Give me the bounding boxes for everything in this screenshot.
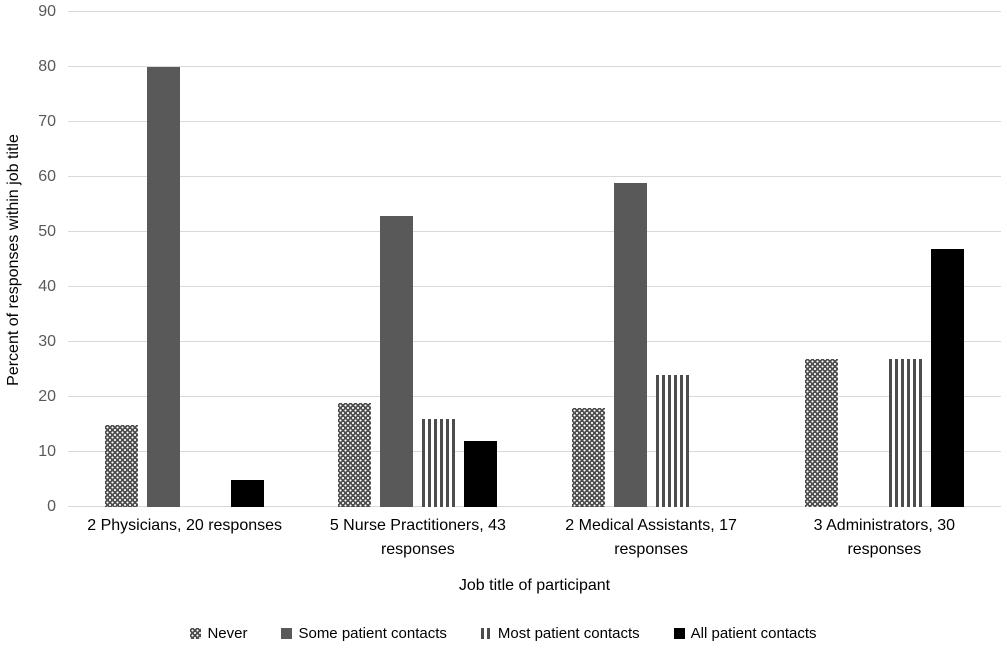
- x-axis-label: 3 Administrators, 30 responses: [813, 517, 956, 558]
- y-tick-label-0: 0: [47, 498, 56, 515]
- bar-never: [338, 402, 372, 507]
- bar-group-4: [768, 12, 1001, 507]
- gridline-70: [68, 121, 1001, 122]
- legend-item-never: Never: [190, 625, 247, 642]
- legend-swatch-icon: [480, 628, 492, 639]
- x-axis-title: Job title of participant: [458, 577, 611, 594]
- gridline-0: [68, 506, 1001, 507]
- gridline-80: [68, 66, 1001, 67]
- x-axis-label: 2 Medical Assistants, 17 responses: [565, 517, 737, 558]
- bar-most-patient-contacts: [888, 358, 922, 507]
- legend-item-all-patient-contacts: All patient contacts: [673, 625, 817, 642]
- bar-all-patient-contacts: [231, 479, 265, 507]
- y-tick-label-60: 60: [38, 168, 56, 185]
- legend-item-most-patient-contacts: Most patient contacts: [480, 625, 640, 642]
- bar-never: [804, 358, 838, 507]
- bar-never: [571, 408, 605, 507]
- y-tick-label-10: 10: [38, 443, 56, 460]
- bar-all-patient-contacts: [930, 248, 964, 507]
- gridline-20: [68, 396, 1001, 397]
- bar-never: [105, 424, 139, 507]
- y-axis-tick-labels: 0 10 20 30 40 50 60 70 80 90: [0, 0, 58, 520]
- bar-most-patient-contacts: [422, 419, 456, 507]
- gridline-60: [68, 176, 1001, 177]
- y-tick-label-40: 40: [38, 278, 56, 295]
- legend-label: Some patient contacts: [298, 625, 447, 642]
- bar-group-1: [68, 12, 301, 507]
- x-axis-label: 2 Physicians, 20 responses: [87, 517, 283, 534]
- bar-groups: [68, 12, 1001, 507]
- y-tick-label-30: 30: [38, 333, 56, 350]
- legend: Never Some patient contacts Most patient c…: [0, 625, 1007, 642]
- y-tick-label-80: 80: [38, 58, 56, 75]
- bar-group-2: [301, 12, 534, 507]
- y-tick-label-90: 90: [38, 3, 56, 20]
- bar-group-3: [535, 12, 768, 507]
- legend-swatch-icon: [190, 628, 202, 639]
- gridline-90: [68, 11, 1001, 12]
- y-tick-label-50: 50: [38, 223, 56, 240]
- y-tick-label-20: 20: [38, 388, 56, 405]
- gridline-30: [68, 341, 1001, 342]
- gridline-40: [68, 286, 1001, 287]
- legend-item-some-patient-contacts: Some patient contacts: [281, 625, 447, 642]
- legend-label: Most patient contacts: [497, 625, 640, 642]
- bar-some-patient-contacts: [380, 215, 414, 507]
- gridline-50: [68, 231, 1001, 232]
- gridline-10: [68, 451, 1001, 452]
- legend-swatch-icon: [281, 628, 293, 639]
- legend-label: All patient contacts: [690, 625, 817, 642]
- legend-swatch-icon: [673, 628, 685, 639]
- bar-some-patient-contacts: [147, 67, 181, 507]
- y-tick-label-70: 70: [38, 113, 56, 130]
- legend-label: Never: [207, 625, 248, 642]
- bar-some-patient-contacts: [613, 182, 647, 507]
- x-axis-label: 5 Nurse Practitioners, 43 responses: [329, 517, 506, 558]
- bar-most-patient-contacts: [655, 375, 689, 507]
- bar-all-patient-contacts: [464, 441, 498, 507]
- plot-area: [68, 11, 1001, 507]
- x-axis-labels: 2 Physicians, 20 responses 5 Nurse Practi…: [68, 514, 1001, 562]
